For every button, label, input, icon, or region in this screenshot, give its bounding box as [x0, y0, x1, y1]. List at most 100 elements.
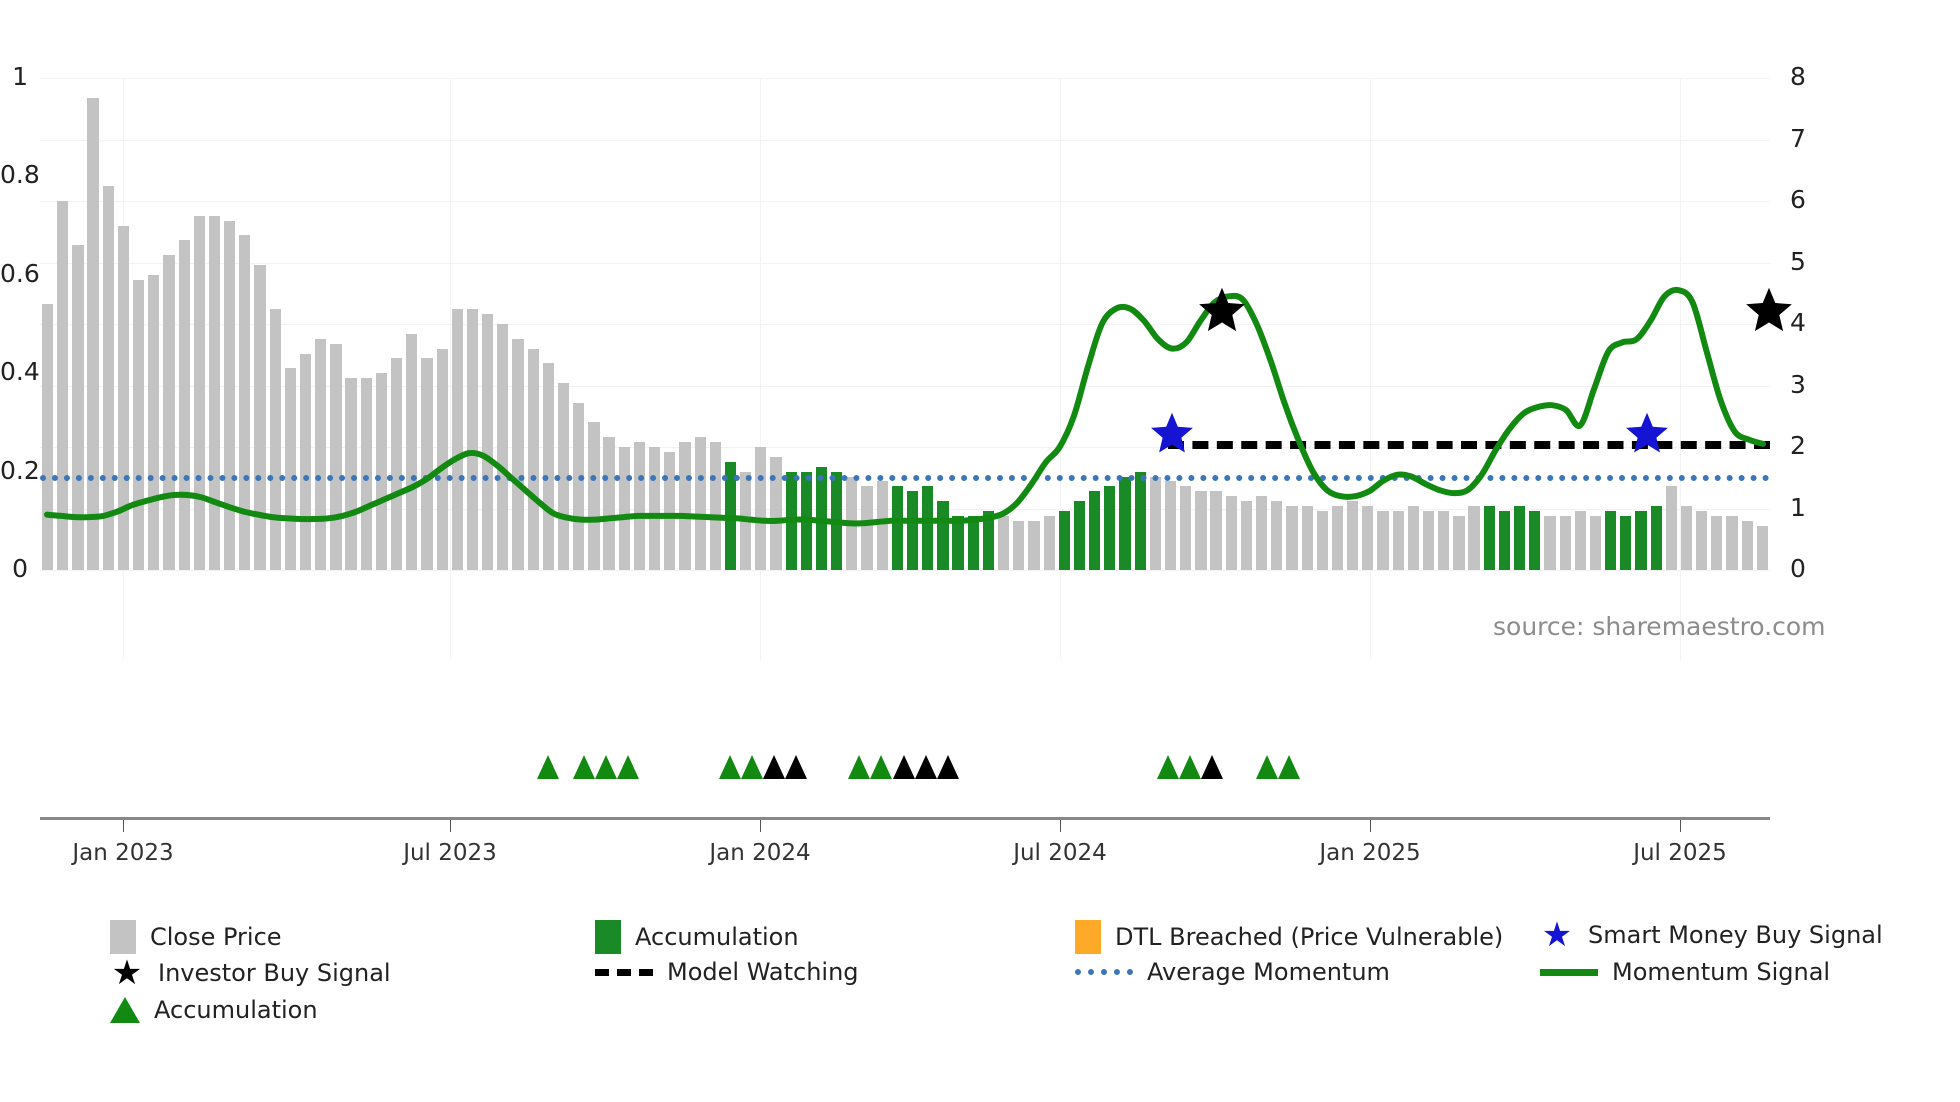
accumulation-triangle-marker	[893, 755, 915, 779]
price-bar	[1164, 481, 1177, 570]
accumulation-triangle-marker	[617, 755, 639, 779]
legend-item[interactable]: Model Watching	[595, 958, 859, 986]
price-bar	[861, 486, 873, 570]
price-bar	[1635, 510, 1647, 570]
accumulation-triangle-marker	[763, 755, 785, 779]
price-bar	[451, 309, 463, 570]
price-bar	[284, 368, 296, 570]
y-axis-right-tick-label: 8	[1790, 62, 1806, 91]
y-axis-left-tick-label: 0	[12, 554, 28, 583]
legend-item[interactable]: Close Price	[110, 920, 282, 954]
price-bar	[239, 235, 251, 570]
price-bar	[1119, 476, 1131, 570]
x-axis-tick-label: Jul 2025	[1633, 840, 1727, 866]
gridline	[40, 570, 1770, 571]
price-bar	[1438, 510, 1450, 570]
price-bar	[193, 215, 205, 570]
price-bar	[1316, 510, 1328, 570]
price-bar	[664, 451, 676, 570]
price-bar	[1726, 515, 1738, 570]
y-axis-right-tick-label: 0	[1790, 554, 1806, 583]
price-bar	[375, 373, 388, 570]
price-bar	[1711, 515, 1723, 570]
y-axis-left-tick-label: 0.4	[0, 357, 40, 387]
legend-item[interactable]: Accumulation	[595, 920, 799, 954]
price-bar	[1696, 510, 1708, 570]
legend-item[interactable]: Accumulation	[110, 996, 318, 1024]
price-bar	[41, 304, 54, 570]
accumulation-triangle-marker	[719, 755, 741, 779]
price-bar	[436, 348, 448, 570]
price-bar	[542, 363, 554, 570]
y-axis-left-tick-label: 0.6	[0, 258, 40, 288]
gridline	[40, 139, 1770, 141]
price-bar	[72, 245, 84, 570]
y-axis-right-tick-label: 5	[1790, 246, 1806, 276]
y-axis-right-tick-label: 1	[1790, 492, 1806, 522]
price-bar	[891, 486, 904, 570]
y-axis-right-tick-label: 4	[1790, 308, 1806, 337]
price-bar	[709, 442, 721, 570]
price-bar	[952, 515, 964, 570]
price-bar	[1149, 476, 1161, 570]
accumulation-triangle-marker	[1278, 755, 1300, 779]
x-axis-tick	[1060, 820, 1061, 832]
price-bar	[330, 343, 342, 570]
legend-item[interactable]: Momentum Signal	[1540, 958, 1830, 986]
price-bar	[755, 447, 767, 570]
price-bar	[1756, 525, 1769, 570]
legend-row-3: Accumulation	[0, 996, 1960, 1034]
price-bar	[87, 97, 99, 570]
legend-item[interactable]: ★ Smart Money Buy Signal	[1540, 918, 1883, 952]
price-bar	[1286, 506, 1298, 570]
price-bar	[1513, 506, 1526, 570]
price-bar	[163, 255, 175, 570]
price-bar	[679, 442, 691, 570]
vertical-gridline	[1060, 78, 1061, 660]
legend-item-label: Investor Buy Signal	[158, 959, 391, 987]
x-axis-tick-label: Jan 2023	[72, 840, 174, 866]
price-bar	[1089, 491, 1101, 570]
legend-item[interactable]: ★ Investor Buy Signal	[110, 953, 391, 993]
legend-item[interactable]: DTL Breached (Price Vulnerable)	[1075, 920, 1503, 954]
average-momentum-line	[40, 474, 1770, 481]
price-bar	[1529, 510, 1541, 570]
price-bar	[1574, 510, 1586, 570]
price-bar	[1256, 496, 1268, 570]
price-bar	[1058, 510, 1070, 570]
price-bar	[1073, 501, 1086, 570]
price-bar	[1225, 496, 1237, 570]
x-axis-tick	[1680, 820, 1681, 832]
legend-item-label: Accumulation	[635, 923, 799, 951]
price-bar	[512, 338, 524, 570]
price-bar	[1210, 491, 1222, 570]
price-bar	[922, 486, 934, 570]
price-bar	[588, 422, 600, 570]
price-bar	[1620, 515, 1632, 570]
price-bar	[315, 338, 327, 570]
price-bar	[254, 264, 266, 570]
price-bar	[967, 515, 979, 570]
legend-square-icon	[110, 920, 136, 954]
price-bar	[208, 215, 221, 570]
x-axis-tick	[450, 820, 451, 832]
x-axis-tick-label: Jan 2025	[1319, 840, 1421, 866]
price-bar	[573, 402, 585, 570]
price-bar	[269, 309, 281, 570]
price-bar	[1195, 491, 1207, 570]
price-bar	[1028, 520, 1040, 570]
price-bar	[1589, 515, 1602, 570]
accumulation-triangle-marker	[1157, 755, 1179, 779]
price-bar	[391, 358, 403, 570]
legend-dashed-line-icon	[595, 968, 653, 976]
legend-row-2: ★ Investor Buy Signal Model Watching Averag…	[0, 953, 1960, 996]
legend-star-icon: ★	[111, 953, 143, 993]
accumulation-triangle-marker	[1201, 755, 1223, 779]
price-bar	[1013, 520, 1025, 570]
price-bar	[527, 348, 539, 570]
y-axis-left-tick-label: 0.2	[0, 455, 40, 485]
price-bar	[1498, 510, 1511, 570]
legend-item[interactable]: Average Momentum	[1075, 958, 1390, 986]
accumulation-triangle-marker	[915, 755, 937, 779]
x-axis-tick	[123, 820, 124, 832]
